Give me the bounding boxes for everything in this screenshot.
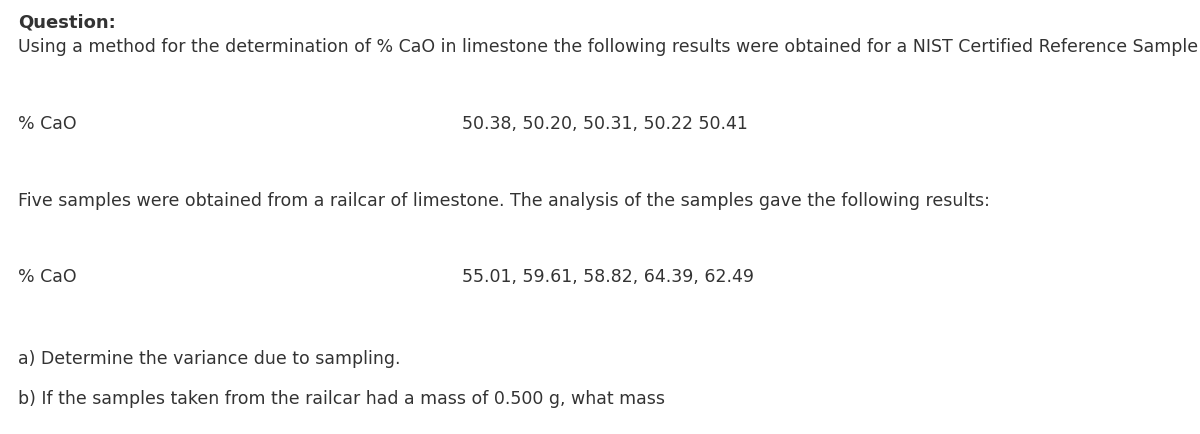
- Text: % CaO: % CaO: [18, 268, 77, 286]
- Text: b) If the samples taken from the railcar had a mass of 0.500 g, what mass: b) If the samples taken from the railcar…: [18, 390, 665, 408]
- Text: Question:: Question:: [18, 14, 115, 32]
- Text: Five samples were obtained from a railcar of limestone. The analysis of the samp: Five samples were obtained from a railca…: [18, 192, 990, 210]
- Text: 50.38, 50.20, 50.31, 50.22 50.41: 50.38, 50.20, 50.31, 50.22 50.41: [462, 115, 748, 133]
- Text: 55.01, 59.61, 58.82, 64.39, 62.49: 55.01, 59.61, 58.82, 64.39, 62.49: [462, 268, 754, 286]
- Text: a) Determine the variance due to sampling.: a) Determine the variance due to samplin…: [18, 350, 401, 368]
- Text: Using a method for the determination of % CaO in limestone the following results: Using a method for the determination of …: [18, 38, 1200, 56]
- Text: % CaO: % CaO: [18, 115, 77, 133]
